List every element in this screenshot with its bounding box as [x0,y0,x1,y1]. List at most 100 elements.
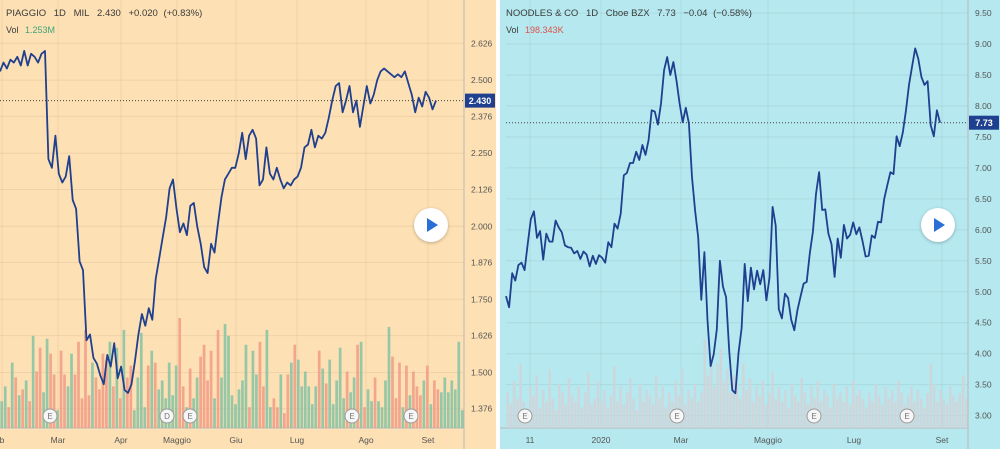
volume-bar [255,374,258,428]
volume-bar [31,335,35,428]
volume-bar [916,389,920,428]
event-marker-label: E [408,412,413,421]
x-tick-label: Set [422,435,435,445]
volume-bar [237,389,241,428]
volume-bar [832,384,836,428]
piaggio-chart-svg[interactable]: 2.626 2.500 2.376 2.250 2.126 2.000 1.876 1.750… [0,0,496,449]
volume-bar [558,384,561,428]
volume-bar [842,401,845,428]
chart-panel-piaggio[interactable]: 2.626 2.500 2.376 2.250 2.126 2.000 1.876 1.750… [0,0,496,449]
volume-bar [932,384,936,428]
x-tick-label: Maggio [754,435,782,445]
volume-bar [771,372,774,428]
price-line [505,47,941,395]
interval-label: 1D [585,8,599,19]
volume-bar [132,410,136,428]
volume-bar [835,398,839,428]
volume-bar [359,341,363,428]
volume-bar [713,386,716,428]
volume-bar [742,363,745,428]
price-tag-label: 7.73 [975,118,993,128]
noodles-header: NOODLES & CO 1D Cboe BZX 7.73 −0.04 (−0.… [506,8,757,19]
event-marker-label: E [522,412,527,421]
volume-bar [645,389,648,428]
chart-panel-noodles[interactable]: 9.50 9.00 8.50 8.00 7.50 7.00 6.50 6.00 5.50 5.00… [500,0,1000,449]
volume-bar [3,386,7,428]
volume-bar [450,380,454,428]
x-tick-label: Mar [674,435,689,445]
event-marker-label: E [674,412,679,421]
volume-bar [202,344,206,428]
volume-bar [855,395,858,428]
volume-bar [687,389,690,428]
volume-bar [139,332,143,428]
volume-bar [823,389,826,428]
volume-bar [244,344,248,428]
piaggio-header: PIAGGIO 1D MIL 2.430 +0.020 (+0.83%) [6,8,207,19]
play-button[interactable] [921,208,955,242]
y-tick-label: 2.126 [471,184,493,194]
volume-bar [87,395,91,428]
symbol-title: PIAGGIO [6,8,47,19]
volume-bar [439,392,443,428]
volume-bar [303,371,307,428]
volume-bar [227,335,230,428]
volume-bar [716,363,719,428]
x-tick-label: Set [936,435,949,445]
volume-bar [900,392,903,428]
volume-bar [884,386,887,428]
volume-bar [784,389,787,428]
volume-bar [648,395,651,428]
volume-bar [929,363,933,428]
volume-bar [56,410,59,428]
event-marker [669,408,685,424]
y-tick-label: 7.00 [975,163,992,173]
x-tick-label: b [0,435,5,445]
volume-bar [958,392,962,428]
chart-background [500,0,1000,449]
volume-bar [174,365,178,428]
y-tick-label: 1.876 [471,258,493,268]
volume-bar [758,395,761,428]
volume-bar [680,369,684,428]
volume-bar [251,350,255,428]
volume-bar [574,401,577,428]
volume-bar [519,363,522,428]
volume-bar [429,404,433,428]
x-tick-label: Lug [847,435,861,445]
volume-bar [234,404,237,428]
volume-bar [345,371,349,428]
volume-bar [865,407,868,428]
volume-bar [300,386,304,428]
y-tick-label: 1.750 [471,294,493,304]
volume-bar [38,347,42,428]
volume-bar [373,377,377,428]
y-tick-label: 1.376 [471,404,493,414]
y-tick-label: 2.376 [471,111,493,121]
x-tick-label: Maggio [163,435,191,445]
volume-bar [952,395,955,428]
volume-bar [577,386,580,428]
volume-bar [352,377,356,428]
volume-bar [28,401,31,428]
noodles-chart-svg[interactable]: 9.50 9.00 8.50 8.00 7.50 7.00 6.50 6.00 5.50 5.00… [500,0,1000,449]
price-change: −0.04 [683,8,708,19]
x-tick-label: Apr [114,435,127,445]
volume-bar [845,386,849,428]
volume-bar [629,378,632,428]
volume-bar [262,386,265,428]
volume-bar [394,398,398,428]
volume-bar [545,401,548,428]
volume-bar [230,395,234,428]
volume-bar [0,401,4,428]
volume-bar [24,380,28,428]
x-tick-label: Mar [51,435,66,445]
event-marker-label: D [164,412,170,421]
volume-bar [289,362,293,428]
volume-bar [748,378,752,428]
play-button[interactable] [414,208,448,242]
volume-bar [223,323,227,428]
volume-bar [642,401,645,428]
volume-bar [77,341,80,428]
